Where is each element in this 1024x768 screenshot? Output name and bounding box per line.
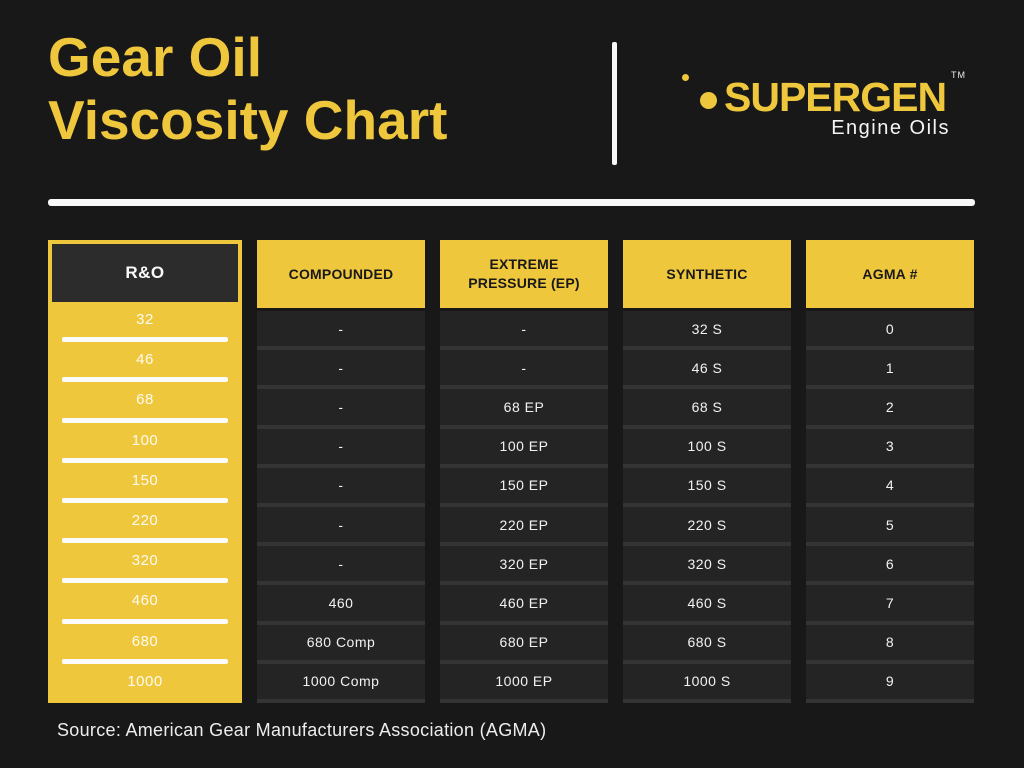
- table-cell: -: [257, 428, 425, 464]
- ro-value: 150: [131, 471, 159, 489]
- ro-value: 32: [136, 311, 154, 329]
- table-cell: 150 S: [623, 467, 791, 503]
- ro-separator: [62, 538, 228, 544]
- table-cell: 3: [806, 428, 974, 464]
- synthetic-cells: 32 S 46 S 68 S 100 S 150 S 220 S 320 S 4…: [623, 311, 791, 703]
- source-text: Source: American Gear Manufacturers Asso…: [57, 720, 547, 740]
- table-cell: -: [257, 506, 425, 543]
- ro-value: 220: [131, 512, 159, 530]
- table-cell: -: [257, 389, 425, 425]
- table-cell: -: [440, 350, 608, 386]
- brand-logo: SUPERGEN TM Engine Oils: [660, 40, 980, 170]
- table-column-agma: AGMA # 0 1 2 3 4 5 6 7 8 9: [806, 240, 974, 703]
- table-cell: 8: [806, 624, 974, 660]
- extreme-pressure-cells: - - 68 EP 100 EP 150 EP 220 EP 320 EP 46…: [440, 311, 608, 703]
- ro-separator: [62, 618, 228, 624]
- table-cell: 220 EP: [440, 506, 608, 543]
- table-cell: 320 S: [623, 546, 791, 582]
- page-title: Gear Oil Viscosity Chart: [48, 26, 447, 152]
- ro-value: 320: [131, 552, 159, 570]
- ro-separator: [62, 377, 228, 383]
- ro-separator: [62, 497, 228, 503]
- logo-dot-big-icon: [700, 92, 717, 109]
- ro-value: 1000: [127, 672, 163, 690]
- ro-separator: [62, 578, 228, 584]
- table-cell: -: [257, 546, 425, 582]
- table-cell: 460 S: [623, 585, 791, 621]
- table-cell: 460 EP: [440, 585, 608, 621]
- table-cell: 680 S: [623, 624, 791, 660]
- column-header-synthetic-label: SYNTHETIC: [666, 265, 748, 282]
- column-header-agma-label: AGMA #: [862, 265, 918, 282]
- table-cell: 1000 S: [623, 663, 791, 699]
- column-header-agma: AGMA #: [806, 240, 974, 308]
- table-cell: 46 S: [623, 350, 791, 386]
- trademark-symbol: TM: [951, 70, 966, 80]
- page-title-line2: Viscosity Chart: [48, 89, 448, 151]
- table-cell: 68 EP: [440, 389, 608, 425]
- table-cell: 680 Comp: [257, 624, 425, 660]
- table-cell: 100 EP: [440, 428, 608, 464]
- table-column-ro: R&O 32 46 68 100 150 220 320 460 680 100…: [48, 240, 242, 703]
- table-cell: 1000 Comp: [257, 663, 425, 699]
- table-cell: 100 S: [623, 428, 791, 464]
- brand-tagline: Engine Oils: [831, 117, 950, 139]
- table-cell: 32 S: [623, 311, 791, 347]
- table-cell: 7: [806, 585, 974, 621]
- ro-value: 46: [136, 351, 154, 369]
- header-divider: [48, 199, 975, 206]
- table-cell: 460: [257, 585, 425, 621]
- ro-separator: [62, 337, 228, 343]
- table-cell: 150 EP: [440, 467, 608, 503]
- table-cell: -: [257, 467, 425, 503]
- table-cell: -: [440, 311, 608, 347]
- table-column-synthetic: SYNTHETIC 32 S 46 S 68 S 100 S 150 S 220…: [623, 240, 791, 703]
- ro-value: 460: [131, 592, 159, 610]
- table-cell: 220 S: [623, 506, 791, 543]
- table-column-compounded: COMPOUNDED - - - - - - - 460 680 Comp 10…: [257, 240, 425, 703]
- ro-separator: [62, 417, 228, 423]
- column-header-compounded: COMPOUNDED: [257, 240, 425, 308]
- column-header-synthetic: SYNTHETIC: [623, 240, 791, 308]
- table-cell: 1000 EP: [440, 663, 608, 699]
- viscosity-table: R&O 32 46 68 100 150 220 320 460 680 100…: [48, 240, 975, 703]
- column-header-extreme-pressure: EXTREME PRESSURE (EP): [440, 240, 608, 308]
- table-cell: -: [257, 311, 425, 347]
- table-cell: -: [257, 350, 425, 386]
- table-cell: 680 EP: [440, 624, 608, 660]
- table-cell: 2: [806, 389, 974, 425]
- table-cell: 68 S: [623, 389, 791, 425]
- table-column-extreme-pressure: EXTREME PRESSURE (EP) - - 68 EP 100 EP 1…: [440, 240, 608, 703]
- agma-cells: 0 1 2 3 4 5 6 7 8 9: [806, 311, 974, 703]
- ro-value: 680: [131, 632, 159, 650]
- vertical-divider: [612, 42, 617, 165]
- ro-value: 68: [136, 391, 154, 409]
- table-cell: 4: [806, 467, 974, 503]
- logo-dot-small-icon: [682, 74, 689, 81]
- table-cell: 9: [806, 663, 974, 699]
- ro-separator: [62, 658, 228, 664]
- column-header-extreme-pressure-label: EXTREME PRESSURE (EP): [468, 256, 580, 291]
- compounded-cells: - - - - - - - 460 680 Comp 1000 Comp: [257, 311, 425, 703]
- column-header-ro-label: R&O: [125, 263, 165, 282]
- table-cell: 5: [806, 506, 974, 543]
- ro-values: 32 46 68 100 150 220 320 460 680 1000: [52, 302, 238, 699]
- brand-name: SUPERGEN: [724, 74, 947, 120]
- table-cell: 0: [806, 311, 974, 347]
- column-header-ro: R&O: [52, 244, 238, 302]
- column-header-compounded-label: COMPOUNDED: [288, 265, 394, 282]
- ro-separator: [62, 457, 228, 463]
- table-cell: 1: [806, 350, 974, 386]
- table-cell: 6: [806, 546, 974, 582]
- ro-value: 100: [131, 431, 159, 449]
- table-cell: 320 EP: [440, 546, 608, 582]
- page-title-line1: Gear Oil: [48, 26, 262, 88]
